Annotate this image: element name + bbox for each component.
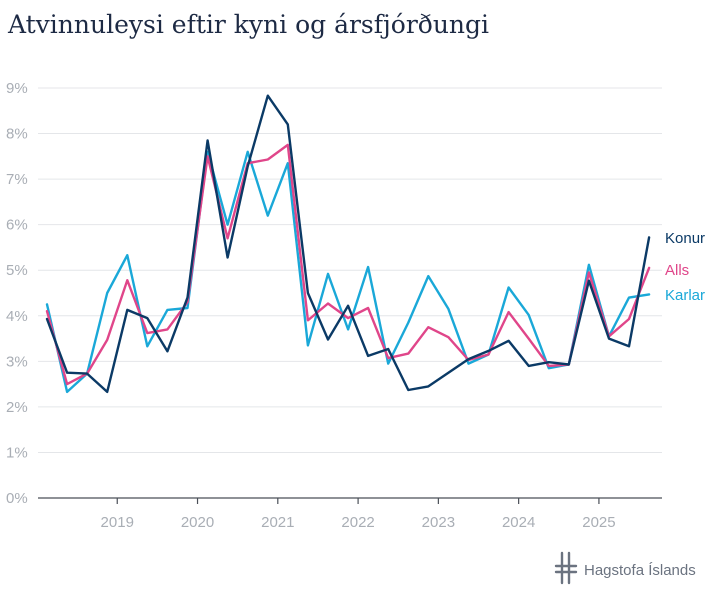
x-tick-label: 2022 <box>341 514 374 531</box>
y-tick-label: 1% <box>6 444 28 461</box>
series-line-alls <box>45 143 651 386</box>
hagstofa-logo: Hagstofa Íslands <box>554 551 696 585</box>
x-tick-label: 2024 <box>502 514 535 531</box>
x-tick-label: 2021 <box>261 514 294 531</box>
x-tick-label: 2020 <box>181 514 214 531</box>
y-tick-label: 2% <box>6 399 28 416</box>
chart-title: Atvinnuleysi eftir kyni og ársfjórðungi <box>7 10 489 39</box>
y-tick-label: 3% <box>6 353 28 370</box>
legend-label-alls: Alls <box>665 262 689 279</box>
y-axis-ticks: 0% 1% 2% 3% 4% 5% 6% 7% 8% 9% <box>6 80 28 507</box>
hagstofa-logo-icon <box>554 551 578 585</box>
legend-label-karlar: Karlar <box>665 287 705 304</box>
y-tick-label: 0% <box>6 490 28 507</box>
x-tick-label: 2019 <box>101 514 134 531</box>
x-tick-label: 2023 <box>422 514 455 531</box>
legend: Konur Alls Karlar <box>665 230 705 304</box>
x-tick-label: 2025 <box>582 514 615 531</box>
series-line-konur <box>45 94 651 394</box>
hagstofa-logo-text: Hagstofa Íslands <box>584 562 696 579</box>
y-tick-label: 9% <box>6 80 28 97</box>
series-lines <box>45 94 651 394</box>
y-tick-label: 5% <box>6 262 28 279</box>
series-line-karlar <box>45 150 651 394</box>
y-tick-label: 7% <box>6 171 28 188</box>
x-axis-ticks: 2019 2020 2021 2022 2023 2024 2025 <box>101 498 616 531</box>
y-tick-label: 8% <box>6 126 28 143</box>
y-tick-label: 4% <box>6 308 28 325</box>
legend-label-konur: Konur <box>665 230 705 247</box>
y-tick-label: 6% <box>6 217 28 234</box>
